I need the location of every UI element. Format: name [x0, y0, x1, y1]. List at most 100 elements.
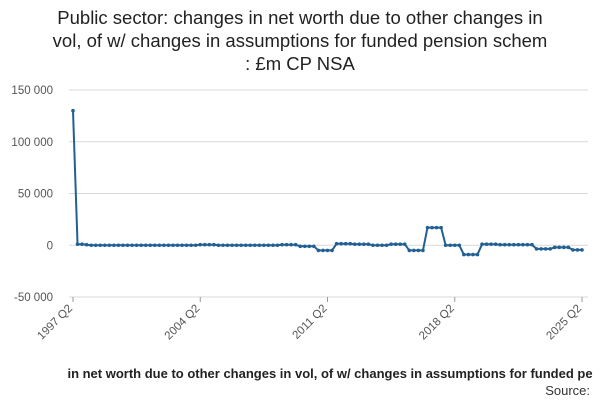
data-point [380, 243, 384, 248]
chart-title-line-3: : £m CP NSA [245, 53, 355, 74]
data-point [93, 243, 98, 248]
data-point [366, 242, 371, 247]
data-point [212, 242, 216, 247]
data-point [180, 243, 184, 248]
data-point [134, 243, 139, 248]
data-point [262, 243, 266, 248]
data-point [202, 242, 207, 247]
data-point [430, 225, 434, 230]
data-point [516, 242, 521, 247]
data-point [530, 242, 534, 247]
data-point [248, 243, 253, 248]
data-point [384, 243, 389, 248]
data-point [421, 248, 425, 253]
data-point [562, 245, 566, 250]
data-point [471, 252, 475, 257]
data-point [475, 252, 480, 257]
data-point [162, 243, 166, 248]
chart-title: Public sector: changes in net worth due … [0, 6, 600, 75]
x-tick-label: 2011 Q2 [291, 303, 330, 342]
data-point [198, 242, 203, 247]
data-point [143, 243, 148, 248]
data-point [357, 242, 362, 247]
data-point [257, 243, 262, 248]
data-point [148, 243, 153, 248]
data-point [434, 225, 439, 230]
data-point [525, 242, 530, 247]
data-point [502, 242, 507, 247]
data-point [325, 248, 330, 253]
data-point [316, 248, 321, 253]
data-point [334, 241, 339, 246]
x-tick-label: 2018 Q2 [417, 303, 457, 343]
data-point [125, 243, 130, 248]
data-point [243, 243, 248, 248]
data-point [234, 243, 239, 248]
data-point [425, 225, 430, 230]
data-point [339, 241, 343, 246]
data-point [307, 244, 312, 249]
data-point [103, 243, 107, 248]
data-point [580, 248, 584, 252]
data-point [566, 245, 571, 250]
data-point [112, 243, 116, 248]
chart-title-line-2: vol, of w/ changes in assumptions for fu… [52, 30, 548, 51]
data-point [462, 252, 466, 257]
data-point [302, 244, 307, 249]
y-tick-label: 150 000 [11, 85, 53, 97]
data-point [239, 243, 243, 248]
data-point [298, 244, 303, 249]
data-point [416, 248, 421, 253]
data-point [407, 248, 412, 253]
data-point [312, 244, 316, 249]
data-point [343, 241, 348, 246]
data-point [575, 248, 580, 252]
data-point [412, 248, 416, 253]
data-point [393, 242, 398, 247]
data-point [371, 243, 375, 248]
x-tick-label: 2004 Q2 [163, 303, 203, 343]
data-point [521, 242, 525, 247]
data-point [321, 248, 325, 253]
y-tick-label: -50 000 [14, 292, 53, 304]
data-point [153, 243, 157, 248]
data-point [448, 243, 453, 248]
data-point [480, 242, 484, 247]
data-point [489, 242, 493, 247]
y-axis-tick-labels: -50 000 0 50 000 100 000 150 000 [11, 85, 53, 304]
data-point [184, 243, 189, 248]
data-point [225, 243, 230, 248]
data-point [130, 243, 134, 248]
data-point [71, 108, 75, 113]
data-point [157, 243, 162, 248]
data-point [116, 243, 121, 248]
data-point [330, 248, 334, 253]
data-point [375, 243, 380, 248]
data-point [221, 243, 225, 248]
x-tick-label: 2025 Q2 [544, 303, 584, 343]
data-point [389, 242, 393, 247]
data-point [230, 243, 234, 248]
data-point [280, 242, 284, 247]
grid-lines [69, 89, 588, 298]
data-point [543, 247, 548, 251]
data-point [121, 243, 125, 248]
data-point [293, 242, 298, 247]
data-point [362, 242, 366, 247]
data-point [557, 245, 562, 250]
data-point [398, 242, 403, 247]
data-point [216, 243, 221, 248]
data-point [484, 242, 489, 247]
series-layer [71, 108, 584, 257]
data-point [166, 243, 171, 248]
data-point [289, 242, 293, 247]
data-point [352, 242, 357, 247]
legend-label: in net worth due to other changes in vol… [67, 366, 593, 381]
data-point [534, 247, 539, 251]
data-point [207, 242, 212, 247]
series-line [72, 110, 582, 256]
data-point [512, 242, 516, 247]
data-point [552, 245, 557, 250]
chart-title-line-1: Public sector: changes in net worth due … [57, 7, 543, 28]
data-point [571, 248, 575, 252]
